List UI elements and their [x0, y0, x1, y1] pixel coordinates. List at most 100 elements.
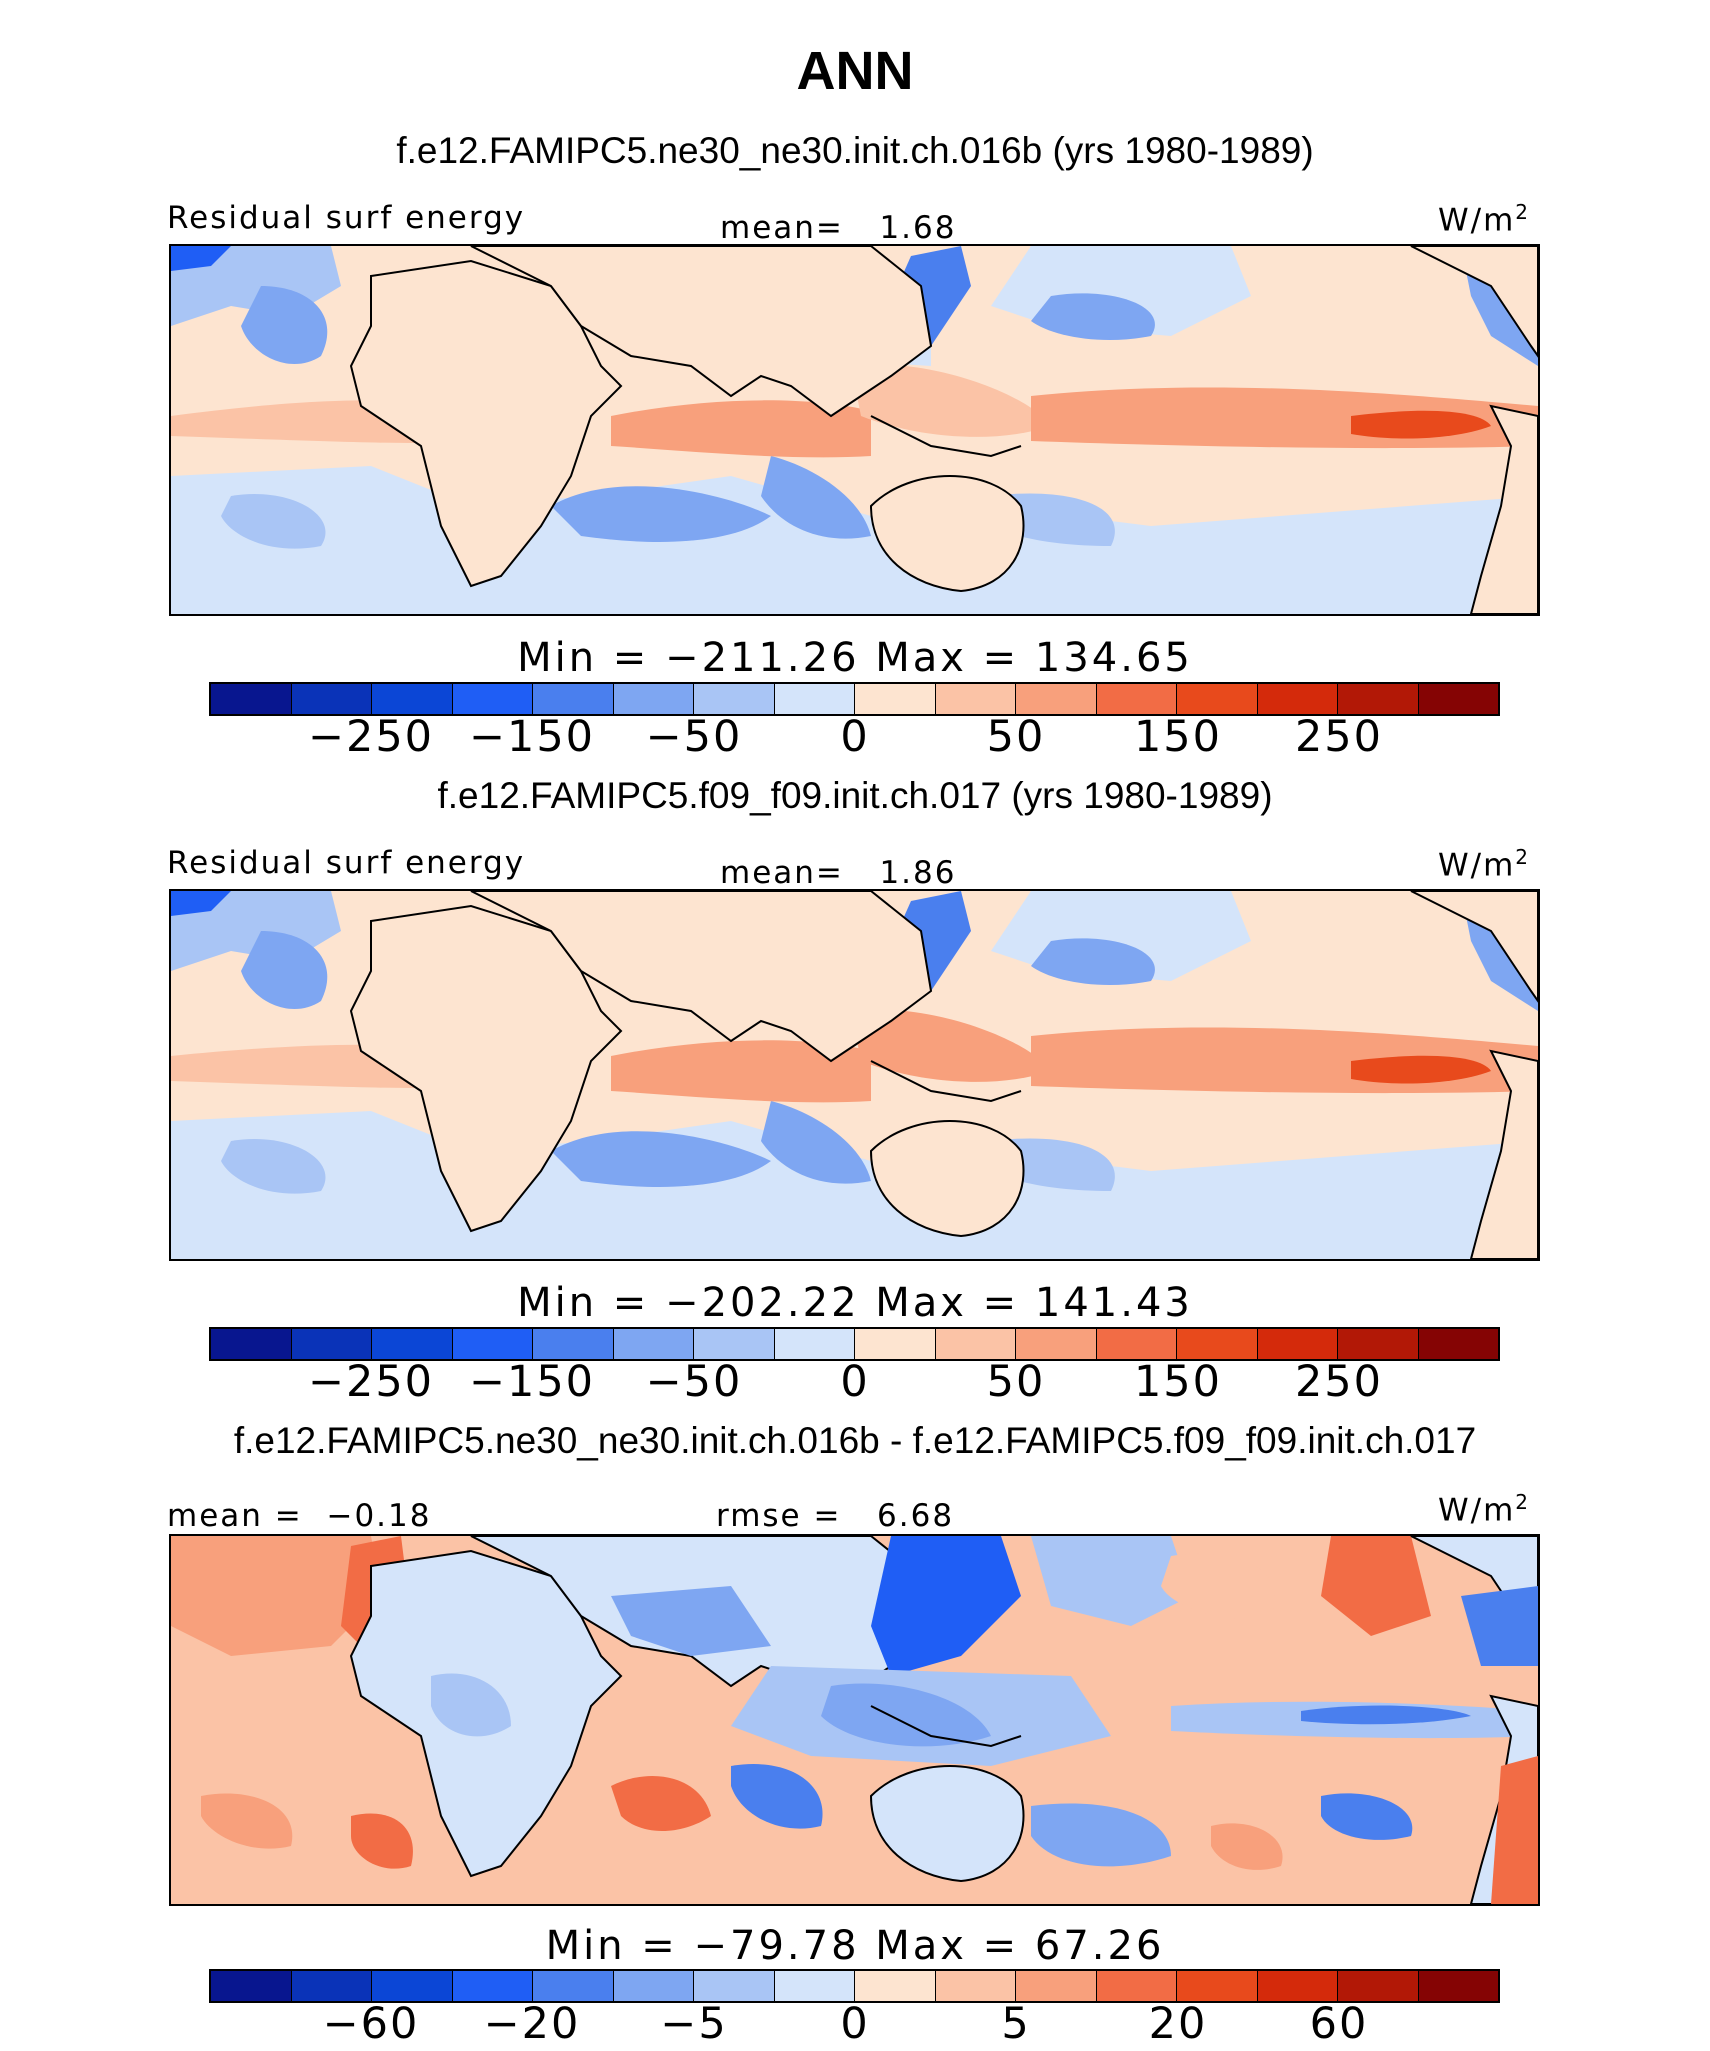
colorbar-swatch [613, 684, 694, 714]
colorbar-swatch [1177, 1971, 1258, 2001]
panel-3-rmse-label: rmse = [716, 1498, 842, 1534]
colorbar-swatch [774, 1971, 855, 2001]
panel-3-min-label: Min = [545, 1923, 678, 1969]
colorbar-swatch [211, 1971, 292, 2001]
colorbar-swatch [855, 1971, 936, 2001]
panel-3-tick: −60 [322, 1999, 420, 2049]
panel-2-minmax: Min = −202.22 Max = 141.43 [480, 1280, 1230, 1326]
panel-3-min-value: −79.78 [693, 1923, 860, 1969]
panel-3-max-label: Max = [875, 1923, 1020, 1969]
panel-3-colorbar [209, 1969, 1500, 2003]
panel-2-tick: −50 [645, 1357, 743, 1407]
panel-2-map [169, 889, 1540, 1261]
colorbar-swatch [1016, 684, 1097, 714]
panel-3-tick: 0 [840, 1999, 870, 2049]
colorbar-swatch [291, 1971, 372, 2001]
panel-1-units: W/m2 [1438, 200, 1531, 239]
panel-2-variable-label: Residual surf energy [167, 845, 526, 881]
panel-3-max-value: 67.26 [1034, 1923, 1165, 1969]
colorbar-swatch [1177, 1329, 1258, 1359]
colorbar-swatch [613, 1329, 694, 1359]
panel-1-minmax: Min = −211.26 Max = 134.65 [480, 635, 1230, 681]
colorbar-swatch [855, 684, 936, 714]
panel-2-tick: −250 [307, 1357, 435, 1407]
panel-2-mean: mean= 1.86 [720, 855, 956, 891]
colorbar-swatch [935, 1971, 1016, 2001]
colorbar-swatch [1418, 1329, 1498, 1359]
colorbar-swatch [372, 1971, 453, 2001]
colorbar-swatch [1418, 1971, 1498, 2001]
panel-1-tick: 0 [840, 712, 870, 762]
panel-1-min-label: Min = [517, 635, 650, 681]
colorbar-swatch [372, 684, 453, 714]
panel-3-title: f.e12.FAMIPC5.ne30_ne30.init.ch.016b - f… [233, 1420, 1477, 1461]
colorbar-swatch [1257, 1329, 1338, 1359]
panel-1-tick: 250 [1294, 712, 1384, 762]
colorbar-swatch [1257, 1971, 1338, 2001]
colorbar-swatch [1177, 684, 1258, 714]
colorbar-swatch [694, 1971, 775, 2001]
panel-3-tick: 60 [1309, 1999, 1369, 2049]
colorbar-swatch [613, 1971, 694, 2001]
colorbar-swatch [1338, 1971, 1419, 2001]
panel-3-minmax: Min = −79.78 Max = 67.26 [480, 1923, 1230, 1969]
panel-1-colorbar [209, 682, 1500, 716]
panel-1-title: f.e12.FAMIPC5.ne30_ne30.init.ch.016b (yr… [396, 130, 1314, 171]
panel-1-mean-label: mean= [720, 210, 844, 246]
colorbar-swatch [211, 684, 292, 714]
panel-3-rmse-value: 6.68 [877, 1498, 955, 1534]
panel-2-tick: 250 [1294, 1357, 1384, 1407]
panel-1-max-value: 134.65 [1034, 635, 1193, 681]
panel-1-tick: 50 [986, 712, 1046, 762]
panel-3-units: W/m2 [1438, 1490, 1531, 1529]
colorbar-swatch [533, 1971, 614, 2001]
panel-3-rmse: rmse = 6.68 [716, 1498, 954, 1534]
colorbar-swatch [1096, 1971, 1177, 2001]
panel-2-tick: 150 [1133, 1357, 1223, 1407]
panel-3-tick: −5 [660, 1999, 728, 2049]
colorbar-swatch [774, 1329, 855, 1359]
colorbar-swatch [694, 1329, 775, 1359]
panel-2-tick: 50 [986, 1357, 1046, 1407]
panel-2-max-value: 141.43 [1034, 1280, 1193, 1326]
panel-1-map [169, 244, 1540, 616]
panel-1-tick: −250 [307, 712, 435, 762]
panel-2-tick: 0 [840, 1357, 870, 1407]
colorbar-swatch [1338, 684, 1419, 714]
colorbar-swatch [1096, 1329, 1177, 1359]
panel-1-tick: −50 [645, 712, 743, 762]
panel-2-max-label: Max = [875, 1280, 1020, 1326]
panel-3-map [169, 1534, 1540, 1906]
colorbar-swatch [694, 684, 775, 714]
panel-3-tick: −20 [483, 1999, 581, 2049]
panel-3-mean-value: −0.18 [326, 1498, 432, 1534]
colorbar-swatch [533, 684, 614, 714]
colorbar-swatch [533, 1329, 614, 1359]
colorbar-swatch [855, 1329, 936, 1359]
panel-3-mean-label: mean = [167, 1498, 303, 1534]
colorbar-swatch [452, 684, 533, 714]
colorbar-swatch [1016, 1971, 1097, 2001]
panel-2-mean-label: mean= [720, 855, 844, 891]
colorbar-swatch [372, 1329, 453, 1359]
colorbar-swatch [935, 684, 1016, 714]
panel-2-tick: −150 [468, 1357, 596, 1407]
panel-1-tick: 150 [1133, 712, 1223, 762]
colorbar-swatch [1418, 684, 1498, 714]
panel-1-tick: −150 [468, 712, 596, 762]
panel-2-min-label: Min = [517, 1280, 650, 1326]
colorbar-swatch [935, 1329, 1016, 1359]
panel-3-map-svg [171, 1536, 1538, 1904]
colorbar-swatch [774, 684, 855, 714]
panel-1-variable-label: Residual surf energy [167, 200, 526, 236]
colorbar-swatch [452, 1971, 533, 2001]
panel-2-colorbar [209, 1327, 1500, 1361]
panel-1-min-value: −211.26 [665, 635, 860, 681]
panel-2-units: W/m2 [1438, 845, 1531, 884]
colorbar-swatch [1016, 1329, 1097, 1359]
colorbar-swatch [291, 684, 372, 714]
panel-2-min-value: −202.22 [665, 1280, 860, 1326]
colorbar-swatch [1257, 684, 1338, 714]
colorbar-swatch [291, 1329, 372, 1359]
panel-3-tick: 20 [1148, 1999, 1208, 2049]
